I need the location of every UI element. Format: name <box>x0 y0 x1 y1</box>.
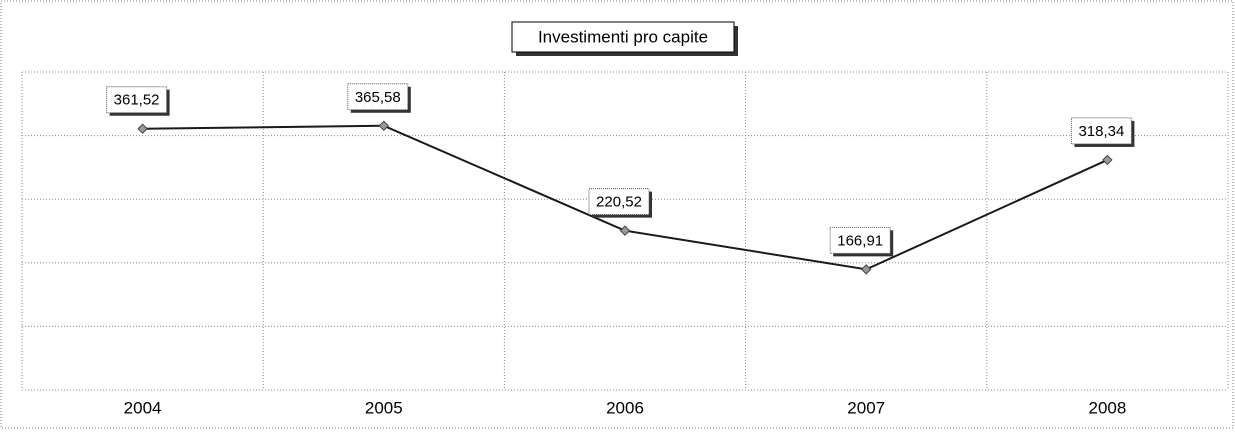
x-tick-label: 2004 <box>124 398 162 417</box>
title-box <box>511 21 735 53</box>
data-point <box>619 225 631 236</box>
data-point <box>378 120 390 131</box>
data-label: 365,58 <box>355 89 401 106</box>
data-label: 220,52 <box>596 194 642 211</box>
data-label: 166,91 <box>837 232 883 249</box>
x-tick-label: 2008 <box>1088 398 1126 417</box>
x-tick-label: 2006 <box>606 398 644 417</box>
label-box <box>588 188 650 216</box>
x-tick-label: 2005 <box>365 398 403 417</box>
label-box <box>829 226 891 254</box>
grid <box>21 71 1229 391</box>
data-label: 361,52 <box>114 92 160 109</box>
label-box <box>1070 117 1132 145</box>
data-point <box>1102 154 1113 166</box>
chart-title: Investimenti pro capite <box>538 27 708 46</box>
marks: 361,52 365,58 220,52 166,91 318,34 <box>106 83 1135 275</box>
x-tick-label: 2007 <box>847 398 885 417</box>
label-box <box>106 86 168 114</box>
data-label: 318,34 <box>1078 123 1124 140</box>
data-point <box>137 123 148 134</box>
label-box <box>347 83 409 111</box>
data-point <box>860 264 872 275</box>
